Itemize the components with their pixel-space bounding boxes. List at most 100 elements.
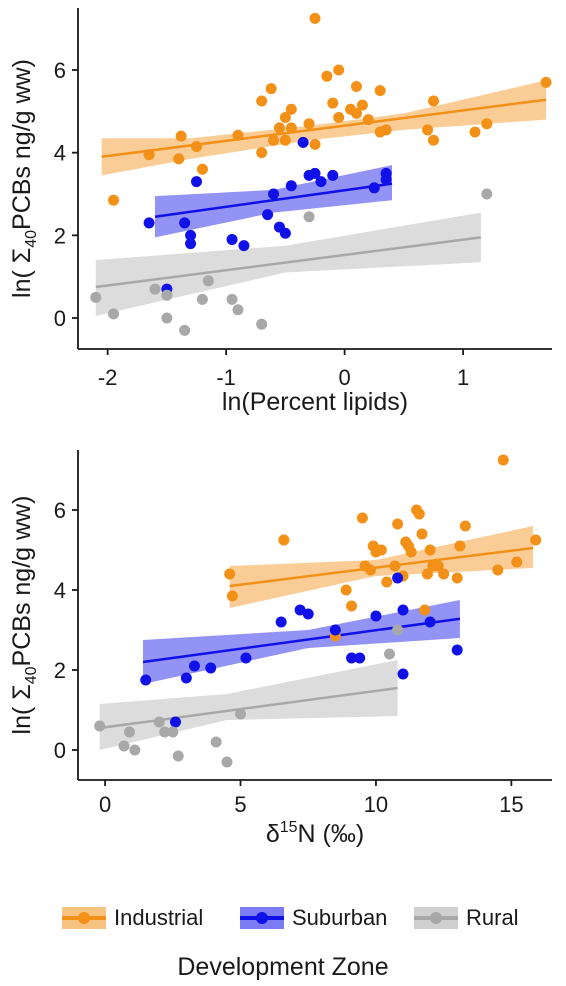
x-tick-label: 1 [457,365,469,390]
y-axis-label: ln( Σ40PCBs ng/g ww) [8,496,40,735]
confidence-band-rural [95,212,481,316]
point-suburban-16 [315,176,327,188]
fit-line-rural [95,236,482,289]
fit-line-rural [99,686,398,730]
point-rural-12 [481,188,493,200]
point-rural-3 [129,744,141,756]
panel-lipids: -2 -1 0 1 0 2 4 6 ln(Percent lipids) ln( Σ40PCBs … [8,8,552,416]
fit-line-suburban [154,182,393,218]
x-tick-label: 5 [234,792,246,817]
point-suburban-4 [205,662,217,674]
point-rural-9 [221,756,233,768]
x-tick-label: -2 [98,365,118,390]
point-rural-5 [159,726,171,738]
point-industrial-0 [224,568,236,580]
point-suburban-9 [268,188,280,200]
point-industrial-19 [309,138,321,150]
point-industrial-2 [173,153,185,165]
point-industrial-33 [428,134,439,146]
point-industrial-5 [196,163,208,175]
point-industrial-27 [356,99,368,111]
point-industrial-21 [416,528,428,540]
point-industrial-31 [380,124,392,136]
legend-item-suburban: Suburban [240,903,387,933]
point-suburban-8 [302,608,314,620]
point-suburban-0 [140,674,152,686]
point-suburban-5 [191,176,202,188]
x-tick-label: -1 [216,365,236,390]
point-suburban-8 [262,209,274,221]
legend-items: Industrial Suburban Rural [0,893,566,943]
point-suburban-9 [329,624,341,636]
legend-item-rural: Rural [414,903,519,933]
point-rural-1 [108,308,120,320]
point-industrial-29 [459,520,471,532]
point-industrial-30 [374,85,386,97]
point-industrial-15 [285,103,297,115]
point-industrial-12 [279,112,291,124]
point-rural-7 [202,275,214,287]
point-suburban-14 [397,668,409,680]
y-tick-label: 4 [54,578,66,603]
point-industrial-8 [256,147,268,159]
point-suburban-4 [185,238,197,250]
point-suburban-12 [285,180,297,192]
y-tick-label: 4 [54,141,66,166]
legend: Industrial Suburban Rural Development Zo… [0,893,566,983]
point-industrial-18 [309,12,321,24]
point-industrial-4 [340,584,352,596]
point-rural-10 [235,708,247,720]
point-industrial-30 [492,564,504,576]
point-industrial-32 [422,124,434,136]
point-suburban-5 [240,652,252,664]
point-rural-11 [383,648,395,660]
point-rural-10 [256,318,268,330]
point-industrial-6 [356,512,368,524]
y-tick-label: 2 [54,223,66,248]
point-suburban-13 [297,136,309,148]
point-industrial-1 [226,590,238,602]
point-rural-6 [196,293,208,305]
point-industrial-20 [413,508,425,520]
y-tick-label: 6 [54,58,66,83]
point-rural-8 [210,736,222,748]
point-industrial-34 [428,95,439,107]
x-axis-label: δ15N (‰) [266,819,364,848]
point-suburban-13 [392,572,404,584]
point-industrial-7 [256,95,268,107]
point-suburban-11 [354,652,366,664]
point-industrial-20 [321,70,333,82]
legend-label-suburban: Suburban [292,905,388,930]
point-industrial-6 [232,129,244,141]
point-industrial-22 [419,604,431,616]
point-suburban-17 [451,644,463,656]
point-suburban-2 [180,672,192,684]
legend-key-rural [414,907,458,929]
legend-item-industrial: Industrial [62,903,203,933]
point-industrial-23 [333,64,345,76]
x-tick-label: 0 [339,365,351,390]
point-suburban-0 [143,217,155,229]
point-suburban-2 [179,217,191,229]
point-rural-6 [167,726,179,738]
legend-label-industrial: Industrial [114,905,204,930]
point-industrial-12 [381,576,393,588]
x-tick-label: 0 [99,792,111,817]
point-rural-2 [149,283,161,295]
x-tick-label: 10 [364,792,388,817]
point-suburban-12 [370,610,382,622]
x-tick-label: 15 [499,792,523,817]
point-industrial-33 [530,534,542,546]
point-industrial-13 [389,560,401,572]
point-industrial-25 [350,107,362,119]
legend-key-industrial [62,907,106,929]
point-rural-2 [123,726,135,738]
point-industrial-0 [108,194,120,206]
point-industrial-37 [540,76,552,88]
point-industrial-26 [350,81,362,93]
point-rural-1 [118,740,130,752]
legend-label-rural: Rural [466,905,519,930]
fit-line-industrial [101,98,547,159]
point-industrial-23 [421,568,433,580]
